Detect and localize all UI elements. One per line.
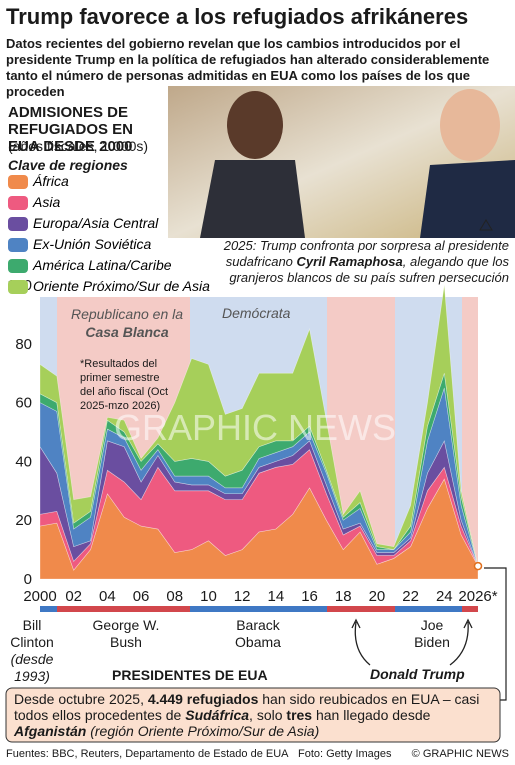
x-tick-label: 22 — [402, 588, 419, 605]
box-seg: tres — [286, 707, 313, 723]
photo-caption: 2025: Trump confronta por sorpresa al pr… — [219, 238, 509, 286]
connector — [484, 567, 507, 701]
box-seg: Afganistán — [14, 723, 87, 739]
box-seg: 4.449 refugiados — [147, 691, 259, 707]
area — [39, 284, 479, 567]
box-seg: han sido reubicados en EUA – casi todos … — [14, 691, 480, 723]
copyright: © GRAPHIC NEWS — [411, 748, 509, 760]
info-box — [5, 687, 501, 743]
x-tick-label: 08 — [166, 588, 183, 605]
annotation: Republicano en la Casa Blanca — [62, 305, 192, 341]
legend-label: América Latina/Caribe — [33, 257, 172, 273]
president: Bill Clinton (desde 1993) — [4, 617, 60, 685]
presidents-title: PRESIDENTES DE EUA — [112, 667, 268, 683]
legend-label: África — [33, 173, 69, 189]
legend-swatch — [8, 217, 28, 231]
legend-label: Europa/Asia Central — [33, 215, 159, 231]
president: George W. Bush — [92, 617, 160, 650]
band-bar — [462, 606, 478, 612]
arrow-head — [351, 618, 361, 629]
president: Joe Biden — [414, 617, 450, 650]
box-seg: Desde octubre 2025, — [14, 691, 148, 707]
y-tick-label: 80 — [15, 336, 32, 353]
chart-title: ADMISIONES DE REFUGIADOS EN EUA DESDE 20… — [8, 104, 134, 155]
x-tick-label: 18 — [335, 588, 352, 605]
arrow — [354, 621, 371, 666]
title: Trump favorece a los refugiados afrikáne… — [6, 4, 469, 29]
end-marker — [473, 561, 483, 571]
photo-figure — [227, 91, 283, 159]
x-tick-label: 06 — [133, 588, 150, 605]
caption-name: Cyril Ramaphosa — [296, 254, 403, 269]
legend-label: Oriente Próximo/Sur de Asia — [33, 278, 210, 294]
x-tick-label: 2026* — [458, 588, 497, 605]
x-tick-label: 02 — [65, 588, 82, 605]
note: *Resultados del primer semestre del año … — [80, 358, 169, 412]
legend-swatch — [8, 175, 28, 189]
y-tick-label: 60 — [15, 395, 32, 412]
band-bar — [327, 606, 395, 612]
arrow-head — [463, 618, 473, 629]
caption-text: , alegando que los granjeros blancos de … — [229, 254, 509, 285]
annotation: Demócrata — [222, 305, 291, 321]
caption-text: 2025: Trump confronta por sorpresa al pr… — [223, 238, 509, 269]
x-tick-label: 04 — [99, 588, 116, 605]
x-tick-label: 2000 — [23, 588, 56, 605]
box-seg: Sudáfrica — [185, 707, 250, 723]
legend-label: Ex-Unión Soviética — [33, 236, 152, 252]
legend-swatch — [8, 238, 28, 252]
box-seg: han llegado desde — [312, 707, 431, 723]
photo-credit: Foto: Getty Images — [298, 748, 392, 760]
box-seg: , solo — [249, 707, 287, 723]
president-note: (desde 1993) — [10, 651, 54, 684]
band-bar — [40, 606, 57, 612]
y-tick-label: 0 — [24, 571, 32, 588]
units: (años fiscales, 1.000s) — [8, 138, 149, 154]
photo-figure — [200, 160, 305, 238]
band — [462, 297, 478, 579]
legend-title: Clave de regiones — [8, 157, 128, 173]
photo-figure — [440, 89, 500, 161]
band-bar — [395, 606, 462, 612]
x-tick-label: 16 — [301, 588, 318, 605]
president-name: Bill Clinton — [10, 617, 54, 650]
x-tick-label: 24 — [436, 588, 453, 605]
legend-swatch — [8, 259, 28, 273]
box-text: Desde octubre 2025, 4.449 refugiados han… — [14, 691, 498, 739]
y-tick-label: 40 — [15, 453, 32, 470]
x-tick-label: 14 — [268, 588, 285, 605]
band-bar — [57, 606, 190, 612]
x-tick-label: 20 — [369, 588, 386, 605]
president: Donald Trump — [370, 666, 465, 682]
subtitle: Datos recientes del gobierno revelan que… — [6, 36, 490, 99]
arrow — [449, 621, 469, 666]
x-tick-label: 12 — [234, 588, 251, 605]
box-seg: (región Oriente Próximo/Sur de Asia) — [86, 723, 320, 739]
sources: Fuentes: BBC, Reuters, Departamento de E… — [6, 748, 289, 760]
photo-figure — [420, 160, 515, 238]
annotation-text: Casa Blanca — [85, 324, 169, 340]
watermark: GRAPHIC NEWS — [114, 407, 396, 448]
annotation-text: Republicano en la — [70, 306, 184, 322]
y-tick-label: 20 — [15, 512, 32, 529]
legend-swatch — [8, 196, 28, 210]
legend-label: Asia — [33, 194, 61, 210]
x-tick-label: 10 — [200, 588, 217, 605]
band-bar — [190, 606, 327, 612]
president: Barack Obama — [235, 617, 281, 650]
photo-icon — [479, 219, 493, 231]
legend-swatch — [8, 280, 28, 294]
